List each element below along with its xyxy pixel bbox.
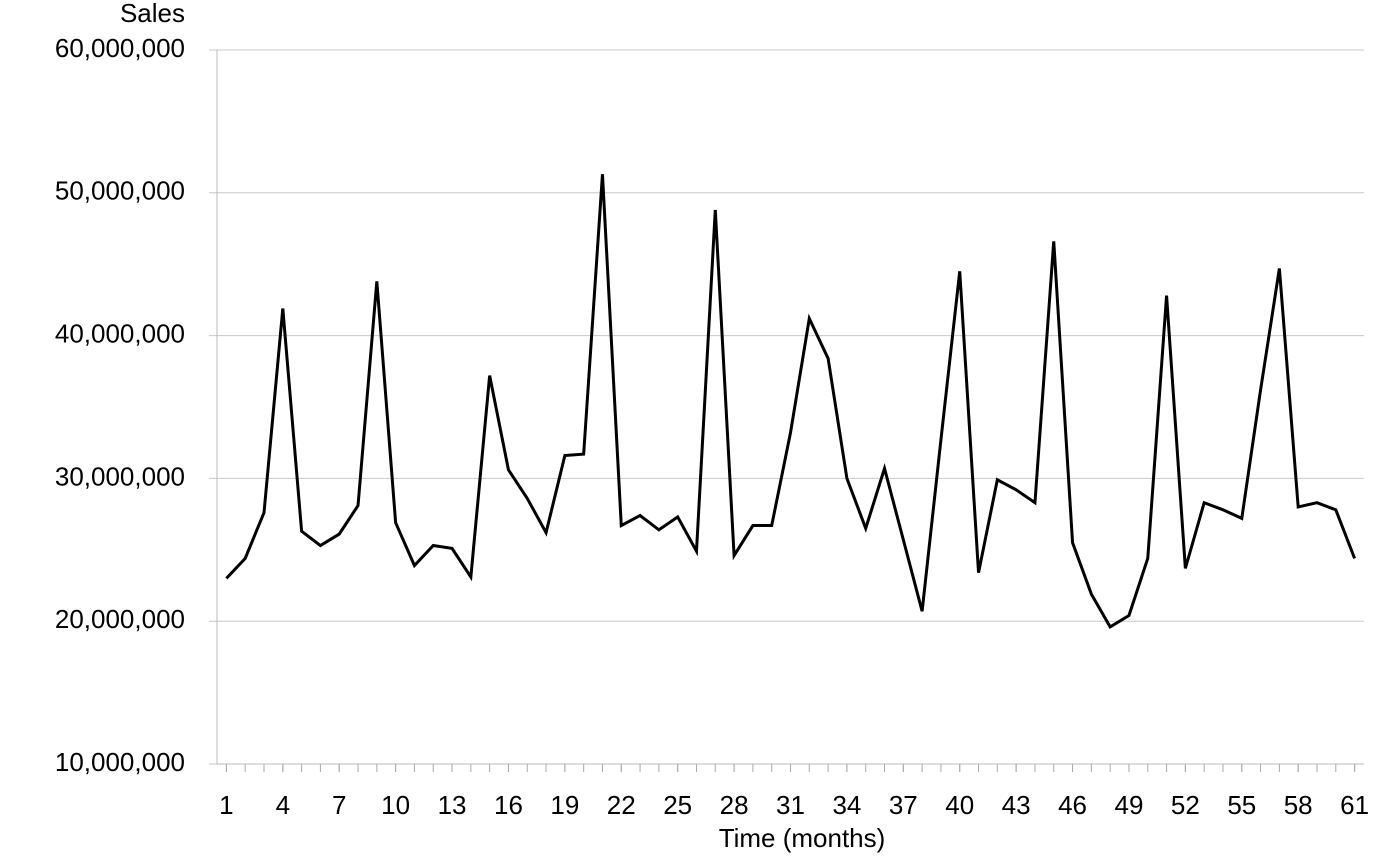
y-axis-title: Sales: [120, 0, 185, 28]
x-tick-label: 31: [776, 790, 805, 820]
y-tick-label: 60,000,000: [55, 33, 185, 63]
y-tick-label: 50,000,000: [55, 176, 185, 206]
x-tick-label: 4: [276, 790, 290, 820]
x-tick-label: 25: [663, 790, 692, 820]
x-tick-label: 19: [550, 790, 579, 820]
y-tick-label: 40,000,000: [55, 318, 185, 348]
y-tick-label: 10,000,000: [55, 747, 185, 777]
sales-line: [225, 174, 1356, 629]
x-tick-label: 52: [1171, 790, 1200, 820]
x-tick-label: 43: [1002, 790, 1031, 820]
x-axis-title: Time (months): [719, 823, 886, 853]
x-tick-label: 34: [832, 790, 861, 820]
x-tick-label: 40: [945, 790, 974, 820]
x-tick-label: 37: [889, 790, 918, 820]
x-tick-label: 49: [1114, 790, 1143, 820]
x-tick-label: 1: [219, 790, 233, 820]
x-tick-label: 13: [438, 790, 467, 820]
x-tick-label: 7: [332, 790, 346, 820]
x-tick-label: 10: [381, 790, 410, 820]
x-tick-label: 61: [1340, 790, 1369, 820]
x-tick-label: 22: [607, 790, 636, 820]
x-tick-label: 16: [494, 790, 523, 820]
x-tick-label: 28: [720, 790, 749, 820]
y-tick-label: 20,000,000: [55, 604, 185, 634]
x-tick-label: 58: [1284, 790, 1313, 820]
x-tick-label: 46: [1058, 790, 1087, 820]
y-tick-label: 30,000,000: [55, 461, 185, 491]
x-tick-label: 55: [1227, 790, 1256, 820]
